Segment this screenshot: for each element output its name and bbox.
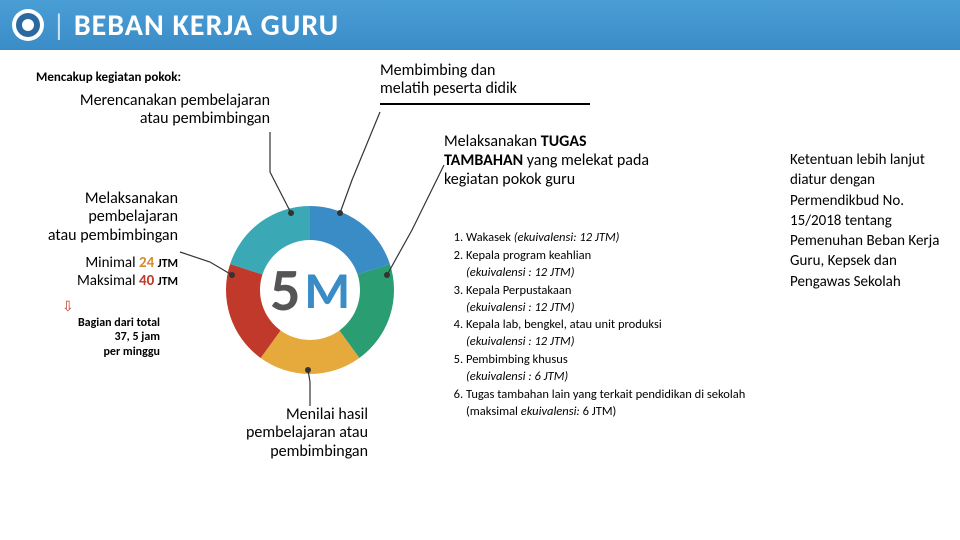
app-logo bbox=[12, 9, 44, 41]
item-3-text: Menilai hasilpembelajaran ataupembimbing… bbox=[198, 406, 368, 461]
item-5-pre: Melaksanakan bbox=[444, 132, 541, 151]
list-item: Kepala Perpustakaan(ekuivalensi : 12 JTM… bbox=[466, 283, 758, 317]
list-item: Tugas tambahan lain yang terkait pendidi… bbox=[466, 387, 758, 421]
item-5-text: Melaksanakan TUGAS TAMBAHAN yang melekat… bbox=[444, 132, 664, 190]
list-item: Kepala lab, bengkel, atau unit produksi(… bbox=[466, 317, 758, 351]
list-item: Pembimbing khusus(ekuivalensi : 6 JTM) bbox=[466, 352, 758, 386]
list-item: Wakasek (ekuivalensi: 12 JTM) bbox=[466, 230, 758, 247]
right-note: Ketentuan lebih lanjut diatur dengan Per… bbox=[790, 150, 945, 292]
list-item: Kepala program keahlian(ekuivalensi : 12… bbox=[466, 248, 758, 282]
header-divider: | bbox=[52, 7, 66, 44]
header-bar: | BEBAN KERJA GURU bbox=[0, 0, 960, 50]
content-area: Mencakup kegiatan pokok: Merencanakan pe… bbox=[0, 50, 960, 540]
page-title: BEBAN KERJA GURU bbox=[74, 7, 339, 44]
item-4-text: Membimbing danmelatih peserta didik bbox=[380, 62, 590, 105]
tugas-list: Wakasek (ekuivalensi: 12 JTM)Kepala prog… bbox=[448, 230, 758, 422]
